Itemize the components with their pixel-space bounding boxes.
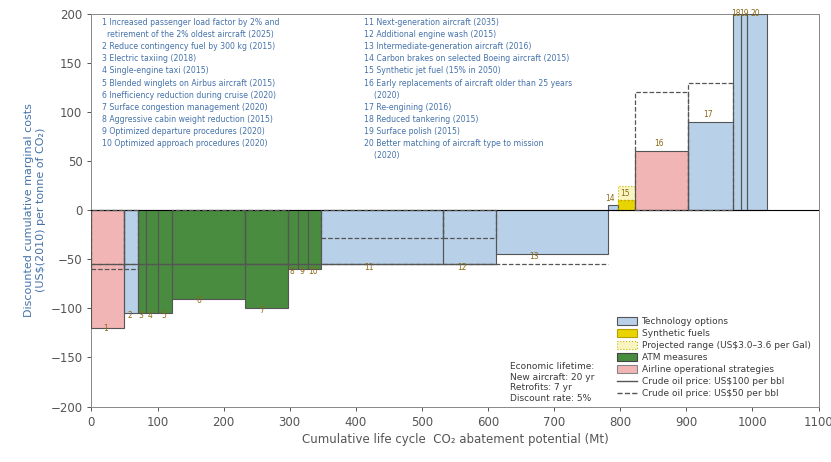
Text: 7: 7 bbox=[259, 306, 264, 315]
Bar bbox=[321, 210, 443, 237]
Bar bbox=[496, 210, 608, 255]
Text: 1: 1 bbox=[104, 324, 108, 333]
Text: 10: 10 bbox=[308, 267, 317, 276]
Bar bbox=[321, 210, 443, 264]
Bar bbox=[635, 152, 687, 210]
Bar bbox=[740, 14, 747, 210]
Text: 13: 13 bbox=[529, 252, 539, 261]
Bar bbox=[443, 210, 496, 237]
Text: 14: 14 bbox=[606, 195, 615, 203]
Bar bbox=[747, 14, 767, 210]
Text: 16: 16 bbox=[654, 140, 663, 148]
Text: 5: 5 bbox=[161, 311, 166, 320]
Bar bbox=[91, 210, 125, 328]
Bar bbox=[443, 210, 496, 264]
Bar bbox=[172, 210, 245, 298]
Y-axis label: Discounted cumulative marginal costs
(US$(2010) per tonne of CO₂): Discounted cumulative marginal costs (US… bbox=[24, 103, 46, 317]
Bar bbox=[321, 210, 443, 264]
X-axis label: Cumulative life cycle  CO₂ abatement potential (Mt): Cumulative life cycle CO₂ abatement pote… bbox=[302, 433, 608, 446]
Text: 19: 19 bbox=[739, 9, 749, 18]
Bar bbox=[635, 92, 687, 210]
Text: 6: 6 bbox=[196, 297, 201, 305]
Bar bbox=[125, 210, 138, 313]
Bar bbox=[747, 14, 767, 210]
Text: 20: 20 bbox=[751, 9, 760, 18]
Bar bbox=[125, 210, 138, 313]
Bar bbox=[618, 186, 635, 210]
Bar bbox=[125, 210, 138, 269]
Bar bbox=[496, 210, 608, 255]
Bar bbox=[687, 122, 733, 210]
Bar bbox=[172, 210, 245, 264]
Bar bbox=[288, 210, 297, 269]
Bar bbox=[635, 152, 687, 210]
Bar bbox=[158, 210, 172, 313]
Bar bbox=[443, 210, 496, 264]
Text: Economic lifetime:
New aircraft: 20 yr
Retrofits: 7 yr
Discount rate: 5%: Economic lifetime: New aircraft: 20 yr R… bbox=[509, 362, 594, 402]
Legend: Technology options, Synthetic fuels, Projected range (US$3.0–3.6 per Gal), ATM m: Technology options, Synthetic fuels, Pro… bbox=[613, 314, 814, 402]
Text: 11: 11 bbox=[364, 263, 374, 272]
Bar bbox=[158, 210, 172, 313]
Text: 2: 2 bbox=[127, 311, 132, 320]
Bar bbox=[733, 14, 740, 210]
Text: 12: 12 bbox=[457, 263, 466, 272]
Bar bbox=[307, 210, 321, 269]
Bar bbox=[245, 210, 288, 309]
Bar bbox=[145, 210, 158, 313]
Bar bbox=[740, 14, 747, 210]
Text: 8: 8 bbox=[289, 267, 294, 276]
Text: 17: 17 bbox=[703, 110, 713, 119]
Bar bbox=[138, 210, 145, 313]
Bar bbox=[297, 210, 307, 269]
Bar bbox=[733, 14, 740, 210]
Bar bbox=[687, 83, 733, 210]
Text: 11 Next-generation aircraft (2035)
12 Additional engine wash (2015)
13 Intermedi: 11 Next-generation aircraft (2035) 12 Ad… bbox=[364, 18, 573, 160]
Text: 15: 15 bbox=[620, 189, 630, 199]
Bar bbox=[91, 210, 125, 269]
Bar bbox=[618, 201, 635, 210]
Bar bbox=[297, 210, 307, 269]
Bar bbox=[245, 210, 288, 309]
Text: 9: 9 bbox=[299, 267, 304, 276]
Bar bbox=[172, 210, 245, 298]
Text: 4: 4 bbox=[148, 311, 153, 320]
Text: 3: 3 bbox=[139, 311, 144, 320]
Bar bbox=[608, 205, 618, 210]
Bar bbox=[138, 210, 145, 313]
Bar bbox=[687, 122, 733, 210]
Bar bbox=[307, 210, 321, 269]
Bar bbox=[608, 205, 618, 210]
Bar bbox=[91, 210, 125, 328]
Text: 18: 18 bbox=[731, 9, 740, 18]
Text: 1 Increased passenger load factor by 2% and
  retirement of the 2% oldest aircra: 1 Increased passenger load factor by 2% … bbox=[102, 18, 280, 148]
Bar bbox=[145, 210, 158, 313]
Bar bbox=[245, 210, 288, 264]
Bar bbox=[288, 210, 297, 269]
Bar bbox=[618, 201, 635, 210]
